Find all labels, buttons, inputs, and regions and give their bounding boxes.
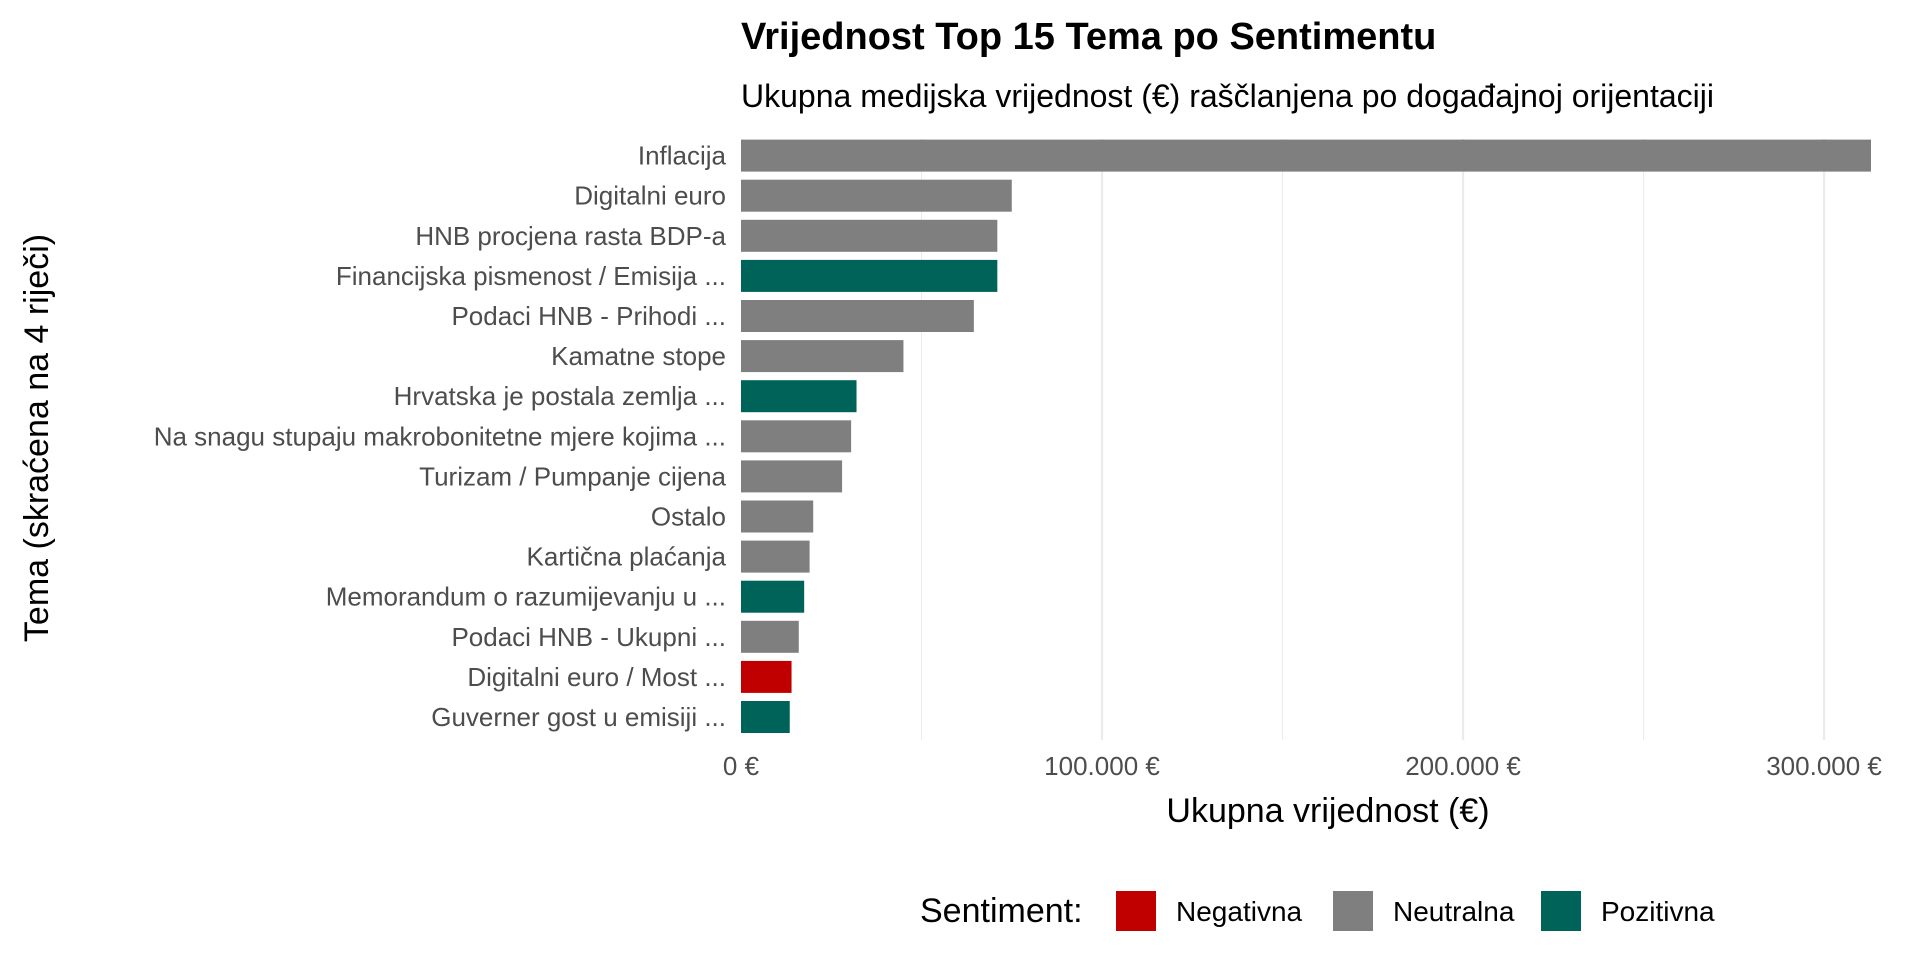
bar bbox=[741, 420, 852, 453]
x-tick-label: 300.000 € bbox=[1766, 751, 1882, 781]
x-axis-ticks: 0 € 100.000 € 200.000 € 300.000 € bbox=[723, 751, 1883, 781]
legend-title: Sentiment: bbox=[920, 892, 1083, 930]
category-label: Financijska pismenost / Emisija ... bbox=[336, 261, 726, 291]
bar bbox=[741, 179, 1012, 212]
bar bbox=[741, 500, 814, 533]
x-tick-label: 0 € bbox=[723, 751, 760, 781]
legend-label: Neutralna bbox=[1393, 896, 1515, 927]
x-tick-label: 100.000 € bbox=[1044, 751, 1160, 781]
category-label: Digitalni euro bbox=[574, 181, 726, 211]
legend-swatch bbox=[1116, 891, 1156, 931]
bar bbox=[741, 340, 904, 373]
bar bbox=[741, 259, 998, 292]
category-label: Digitalni euro / Most ... bbox=[467, 662, 726, 692]
category-label: Hrvatska je postala zemlja ... bbox=[394, 381, 726, 411]
y-axis-title: Tema (skraćena na 4 riječi) bbox=[18, 234, 56, 642]
bar bbox=[741, 701, 790, 733]
category-labels: Inflacija Digitalni euro HNB procjena rast… bbox=[154, 141, 727, 732]
bar bbox=[741, 580, 805, 613]
bar bbox=[741, 300, 974, 332]
category-label: HNB procjena rasta BDP-a bbox=[415, 221, 726, 251]
chart-title: Vrijednost Top 15 Tema po Sentimentu bbox=[741, 16, 1436, 58]
category-label: Na snagu stupaju makrobonitetne mjere ko… bbox=[154, 421, 726, 451]
bar bbox=[741, 540, 810, 573]
category-label: Inflacija bbox=[638, 141, 727, 171]
bar bbox=[741, 380, 857, 413]
category-label: Kartična plaćanja bbox=[527, 542, 727, 572]
chart-subtitle: Ukupna medijska vrijednost (€) raščlanje… bbox=[741, 78, 1714, 114]
category-label: Kamatne stope bbox=[551, 341, 726, 371]
legend: Sentiment: Negativna Neutralna Pozitivna bbox=[920, 891, 1715, 931]
category-label: Podaci HNB - Prihodi ... bbox=[451, 301, 726, 331]
bar-layer bbox=[741, 139, 1871, 733]
category-label: Guverner gost u emisiji ... bbox=[431, 702, 726, 732]
category-label: Turizam / Pumpanje cijena bbox=[419, 461, 726, 491]
legend-label: Pozitivna bbox=[1601, 896, 1715, 927]
bar bbox=[741, 139, 1871, 172]
category-label: Memorandum o razumijevanju u ... bbox=[326, 582, 726, 612]
bar bbox=[741, 219, 998, 252]
bar bbox=[741, 460, 843, 493]
x-tick-label: 200.000 € bbox=[1405, 751, 1521, 781]
legend-label: Negativna bbox=[1176, 896, 1303, 927]
legend-swatch bbox=[1541, 891, 1581, 931]
category-label: Podaci HNB - Ukupni ... bbox=[451, 622, 726, 652]
category-label: Ostalo bbox=[651, 502, 726, 532]
bar bbox=[741, 620, 799, 653]
legend-swatch bbox=[1333, 891, 1373, 931]
x-axis-title: Ukupna vrijednost (€) bbox=[1166, 792, 1489, 830]
bar bbox=[741, 660, 792, 693]
grid-layer bbox=[920, 139, 1826, 740]
